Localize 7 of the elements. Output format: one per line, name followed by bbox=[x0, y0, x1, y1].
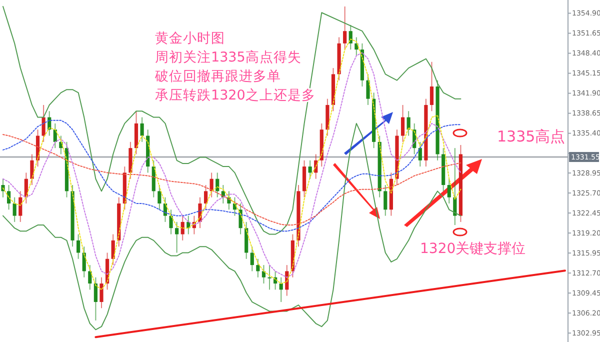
annotation: 破位回撤再跟进多单 bbox=[154, 68, 281, 85]
annotation: 1320关键支撑位 bbox=[420, 240, 526, 257]
line-series bbox=[2, 6, 462, 235]
annotation: 黄金小时图 bbox=[155, 30, 225, 47]
line-series bbox=[2, 134, 462, 226]
annotation: 1335高点 bbox=[497, 127, 566, 146]
annotation: 周初关注1335高点得失 bbox=[155, 50, 302, 66]
